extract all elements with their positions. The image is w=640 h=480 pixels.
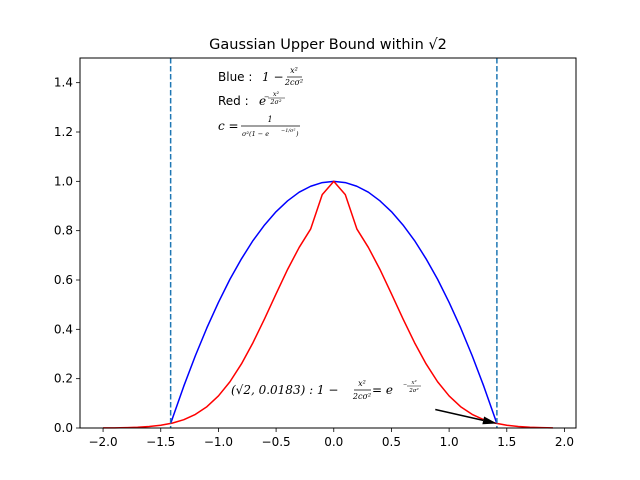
x-axis-ticks: −2.0 −1.5 −1.0 −0.5 0.0 0.5 1.0 1.5 2.0 xyxy=(88,428,574,449)
svg-text:2cσ²: 2cσ² xyxy=(284,78,303,87)
y-tick-label: 0.8 xyxy=(54,224,73,238)
x-tick-label: −2.0 xyxy=(88,435,117,449)
svg-text:x²: x² xyxy=(273,90,280,98)
annotation-red: Red : e x² 2σ² − xyxy=(218,90,285,108)
svg-text:−1/σ²: −1/σ² xyxy=(281,128,295,134)
arrow-layer xyxy=(435,408,497,425)
annotation-c: c = 1 σ²(1 − e −1/σ² ) xyxy=(218,115,300,138)
x-tick-label: −1.0 xyxy=(204,435,233,449)
svg-text:2cσ²: 2cσ² xyxy=(352,392,371,401)
y-tick-label: 0.4 xyxy=(54,322,73,336)
y-tick-label: 0.2 xyxy=(54,372,73,386)
svg-text:x²: x² xyxy=(358,379,366,388)
plot-frame xyxy=(79,57,577,429)
y-tick-label: 1.4 xyxy=(54,76,73,90)
svg-text:−: − xyxy=(264,93,269,101)
svg-text:x²: x² xyxy=(290,66,298,75)
x-tick-label: 1.0 xyxy=(440,435,459,449)
svg-text:e: e xyxy=(259,94,266,108)
svg-text:Red :: Red : xyxy=(218,94,249,108)
svg-text:−: − xyxy=(403,382,407,388)
annotation-blue: Blue : 1 − x² 2cσ² xyxy=(218,66,303,87)
y-tick-label: 1.2 xyxy=(54,125,73,139)
y-tick-label: 1.0 xyxy=(54,174,73,188)
arrow-head xyxy=(482,416,497,425)
svg-text:(√2, 0.0183) : 1 −: (√2, 0.0183) : 1 − xyxy=(231,383,338,397)
vlines-layer xyxy=(169,58,498,428)
arrow-shaft xyxy=(435,408,484,422)
x-tick-label: 0.5 xyxy=(382,435,401,449)
y-tick-label: 0.0 xyxy=(54,421,73,435)
x-tick-label: 1.5 xyxy=(497,435,516,449)
svg-text:σ²(1 − e: σ²(1 − e xyxy=(242,130,269,138)
x-tick-label: 0.0 xyxy=(324,435,343,449)
y-axis-ticks: 0.0 0.2 0.4 0.6 0.8 1.0 1.2 1.4 xyxy=(54,76,80,435)
svg-text:1: 1 xyxy=(267,115,272,124)
series-line-1 xyxy=(103,180,553,429)
svg-text:): ) xyxy=(295,130,299,138)
svg-text:2σ²: 2σ² xyxy=(408,387,418,394)
svg-text:1 −: 1 − xyxy=(262,70,284,84)
x-tick-label: 2.0 xyxy=(555,435,574,449)
y-tick-label: 0.6 xyxy=(54,273,73,287)
x-tick-label: −0.5 xyxy=(262,435,291,449)
svg-text:Blue :: Blue : xyxy=(218,70,252,84)
x-tick-label: −1.5 xyxy=(146,435,175,449)
svg-text:= e: = e xyxy=(372,383,393,397)
svg-text:2σ²: 2σ² xyxy=(269,98,282,106)
svg-text:c =: c = xyxy=(218,119,239,133)
svg-text:x²: x² xyxy=(411,379,416,386)
lines-layer xyxy=(103,180,553,429)
chart-title: Gaussian Upper Bound within √2 xyxy=(209,37,447,53)
annotation-point: (√2, 0.0183) : 1 − x² 2cσ² = e − x² 2σ² xyxy=(231,379,421,401)
